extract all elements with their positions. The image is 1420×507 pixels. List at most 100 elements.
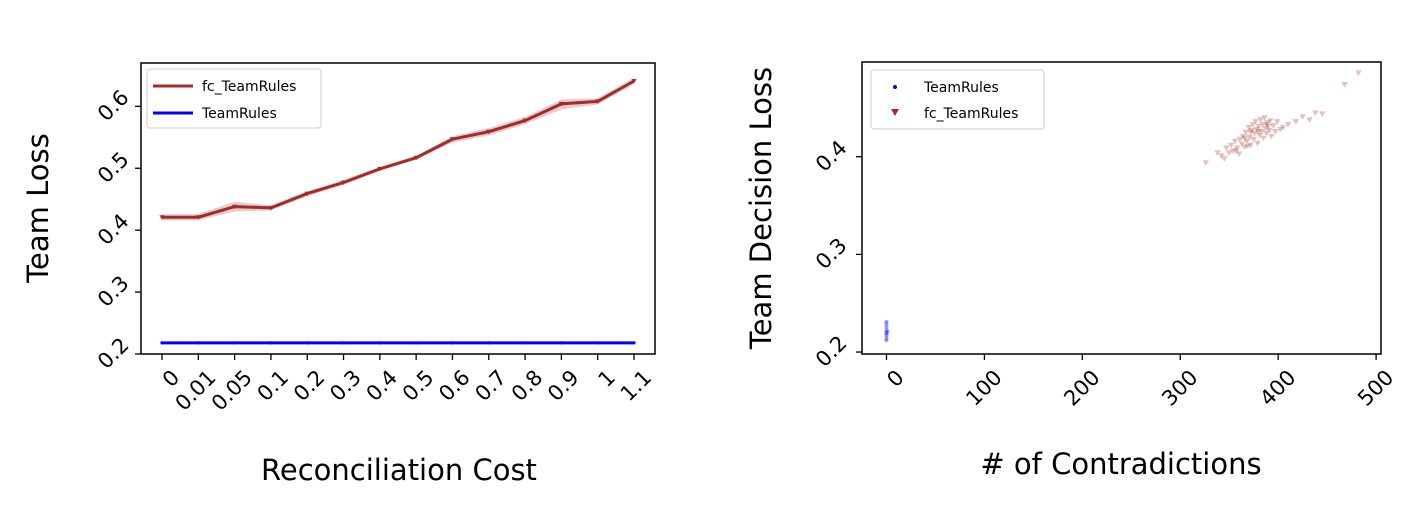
legend-label-teamrules: TeamRules bbox=[923, 80, 999, 96]
x-tick-layer: 0 100 200 300 400 500 bbox=[882, 354, 1398, 411]
scatter-point-fc-teamrules bbox=[1247, 129, 1254, 136]
scatter-point-fc-teamrules bbox=[1223, 145, 1230, 152]
data-point-fc-teamrules bbox=[558, 101, 564, 107]
x-tick-label: 500 bbox=[1353, 365, 1398, 410]
data-point-teamrules bbox=[305, 341, 309, 345]
legend-swatch-fc-teamrules bbox=[891, 109, 899, 116]
legend: fc_TeamRules TeamRules bbox=[146, 68, 322, 129]
x-tick-label: 100 bbox=[961, 365, 1006, 410]
scatter-point-fc-teamrules bbox=[1312, 110, 1319, 116]
y-tick-label: 0.4 bbox=[811, 136, 852, 177]
data-point-teamrules bbox=[233, 341, 237, 345]
scatter-point-fc-teamrules bbox=[1231, 138, 1239, 145]
scatter-point-fc-teamrules bbox=[1244, 143, 1252, 150]
scatter-point-fc-teamrules bbox=[1246, 134, 1253, 141]
scatter-point-fc-teamrules bbox=[1249, 122, 1256, 128]
series-lines-layer bbox=[162, 79, 635, 345]
data-point-teamrules bbox=[378, 341, 382, 345]
scatter-point-teamrules bbox=[884, 330, 889, 335]
scatter-point-fc-teamrules bbox=[1253, 126, 1260, 133]
scatter-point-fc-teamrules bbox=[1299, 114, 1306, 120]
scatter-point-fc-teamrules bbox=[1235, 151, 1243, 157]
data-point-teamrules bbox=[341, 341, 346, 345]
x-tick-label: 0.9 bbox=[543, 365, 584, 406]
legend-swatch-teamrules bbox=[893, 85, 897, 89]
y-axis-label-left: Team Loss bbox=[21, 133, 55, 283]
x-tick-label: 300 bbox=[1157, 365, 1202, 410]
x-tick-label: 0.01 bbox=[171, 365, 221, 415]
scatter-point-fc-teamrules bbox=[1355, 70, 1362, 76]
data-point-fc-teamrules bbox=[522, 118, 528, 124]
scatter-point-fc-teamrules bbox=[1274, 119, 1281, 125]
scatter-point-fc-teamrules bbox=[1263, 130, 1270, 137]
y-tick-label: 0.2 bbox=[93, 333, 134, 374]
scatter-point-fc-teamrules bbox=[1260, 135, 1267, 142]
x-tick-label: 0.4 bbox=[362, 365, 403, 406]
scatter-point-fc-teamrules bbox=[1276, 126, 1284, 133]
scatter-point-fc-teamrules bbox=[1247, 142, 1254, 149]
data-point-fc-teamrules bbox=[486, 129, 492, 135]
scatter-point-fc-teamrules bbox=[1227, 142, 1235, 149]
data-point-fc-teamrules bbox=[340, 180, 347, 186]
scatter-point-fc-teamrules bbox=[1264, 120, 1271, 126]
data-point-fc-teamrules bbox=[268, 205, 274, 211]
team-decision-loss-chart: 0 100 200 300 400 500 0.2 0.3 0.4 TeamRules fc_… bbox=[744, 61, 1398, 481]
scatter-point-fc-teamrules bbox=[1232, 148, 1240, 155]
scatter-point-fc-teamrules bbox=[1284, 122, 1292, 128]
x-tick-label: 0.7 bbox=[470, 365, 511, 406]
x-tick-label: 0 bbox=[882, 365, 908, 391]
scatter-point-teamrules bbox=[884, 336, 889, 341]
y-tick-label: 0.6 bbox=[93, 85, 134, 126]
data-point-teamrules bbox=[632, 341, 636, 345]
x-tick-label: 0.8 bbox=[507, 365, 548, 406]
y-tick-label: 0.4 bbox=[93, 209, 134, 250]
data-point-fc-teamrules bbox=[631, 79, 637, 84]
x-tick-label: 400 bbox=[1255, 365, 1300, 410]
data-point-fc-teamrules bbox=[195, 215, 201, 220]
scatter-point-fc-teamrules bbox=[1272, 128, 1279, 135]
data-point-teamrules bbox=[487, 341, 491, 345]
scatter-point-fc-teamrules bbox=[1255, 128, 1262, 135]
y-tick-label: 0.3 bbox=[811, 233, 852, 274]
scatter-point-fc-teamrules bbox=[1261, 115, 1268, 121]
scatter-point-teamrules bbox=[884, 333, 889, 338]
team-loss-chart: 00.010.050.10.20.30.40.50.60.70.80.9 11.1… bbox=[21, 62, 657, 487]
scatter-point-fc-teamrules bbox=[1258, 128, 1265, 135]
x-axis-label-right: # of Contradictions bbox=[980, 447, 1261, 481]
scatter-point-fc-teamrules bbox=[1226, 150, 1233, 157]
scatter-point-fc-teamrules bbox=[1257, 117, 1264, 123]
scatter-point-fc-teamrules bbox=[1268, 133, 1275, 140]
data-point-teamrules bbox=[414, 341, 418, 345]
scatter-point-fc-teamrules bbox=[1241, 135, 1249, 142]
scatter-point-fc-teamrules bbox=[1319, 111, 1326, 117]
scatter-point-fc-teamrules bbox=[1251, 130, 1258, 137]
legend: TeamRules fc_TeamRules bbox=[870, 69, 1045, 130]
scatter-point-fc-teamrules bbox=[1242, 129, 1250, 136]
y-tick-layer: 0.2 0.3 0.4 0.5 0.6 bbox=[93, 85, 141, 374]
legend-label-fc-teamrules: fc_TeamRules bbox=[202, 79, 296, 95]
data-point-fc-teamrules bbox=[232, 204, 238, 210]
scatter-point-fc-teamrules bbox=[1233, 145, 1241, 152]
x-tick-label: 0.5 bbox=[398, 365, 439, 406]
scatter-point-fc-teamrules bbox=[1239, 133, 1247, 140]
scatter-point-teamrules bbox=[885, 329, 890, 334]
scatter-point-fc-teamrules bbox=[1229, 148, 1237, 155]
scatter-point-fc-teamrules bbox=[1214, 150, 1221, 157]
x-tick-label: 1.1 bbox=[616, 365, 657, 406]
scatter-point-fc-teamrules bbox=[1254, 140, 1261, 147]
x-tick-label: 0.3 bbox=[325, 365, 366, 406]
scatter-point-fc-teamrules bbox=[1270, 123, 1277, 129]
x-tick-label: 0.6 bbox=[434, 365, 475, 406]
data-point-fc-teamrules bbox=[304, 191, 310, 197]
data-point-teamrules bbox=[523, 341, 527, 345]
scatter-point-fc-teamrules bbox=[1221, 156, 1228, 162]
scatter-point-fc-teamrules bbox=[1265, 124, 1272, 130]
x-tick-label: 0.2 bbox=[289, 365, 330, 406]
legend-label-teamrules: TeamRules bbox=[201, 106, 277, 122]
legend-box bbox=[870, 69, 1045, 130]
scatter-point-teamrules bbox=[884, 321, 889, 326]
scatter-point-fc-teamrules bbox=[1306, 117, 1313, 123]
scatter-point-fc-teamrules bbox=[1252, 119, 1259, 125]
data-point-teamrules bbox=[596, 341, 600, 345]
data-point-teamrules bbox=[559, 341, 563, 345]
